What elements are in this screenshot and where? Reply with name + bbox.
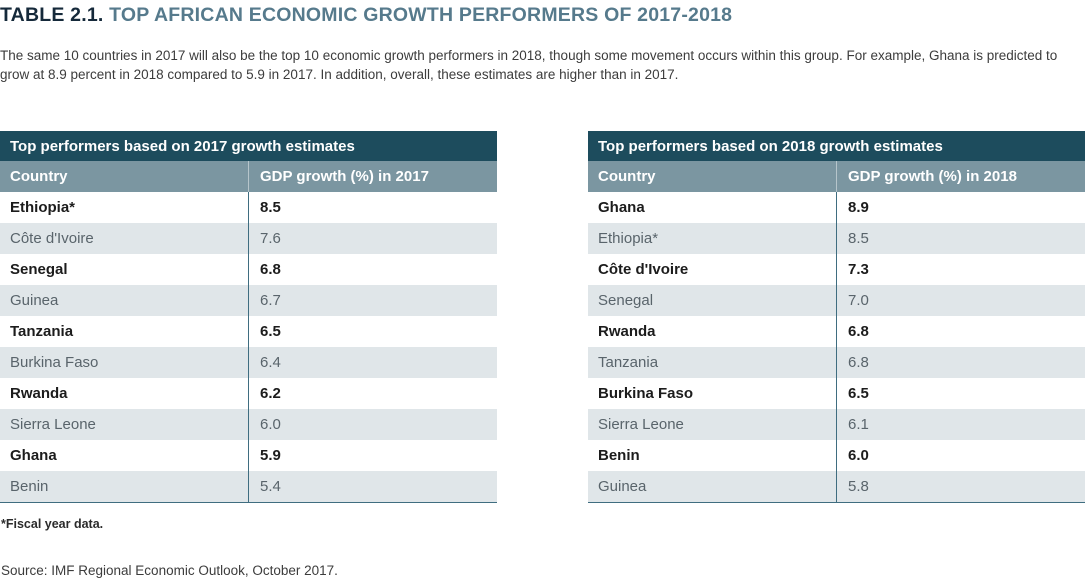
- table-title: TABLE 2.1. TOP AFRICAN ECONOMIC GROWTH P…: [0, 4, 732, 27]
- table-2018-body: Ghana 8.9 Ethiopia* 8.5 Côte d'Ivoire 7.3 Sene…: [588, 192, 1085, 503]
- table-row: Ethiopia* 8.5: [588, 223, 1085, 254]
- country-cell: Guinea: [598, 478, 647, 495]
- table-title-text: TOP AFRICAN ECONOMIC GROWTH PERFORMERS O…: [109, 4, 733, 26]
- country-cell: Senegal: [598, 292, 654, 309]
- gdp-value-cell: 8.5: [248, 192, 497, 223]
- fiscal-year-footnote: *Fiscal year data.: [1, 517, 104, 531]
- column-header-gdp-growth: GDP growth (%) in 2018: [836, 161, 1085, 192]
- gdp-value-cell: 6.0: [248, 409, 497, 440]
- table-row: Tanzania 6.8: [588, 347, 1085, 378]
- gdp-value-cell: 5.9: [248, 440, 497, 471]
- table-2018-header: Top performers based on 2018 growth esti…: [588, 131, 1085, 161]
- column-header-gdp-growth: GDP growth (%) in 2017: [248, 161, 497, 192]
- table-2018-column-headers: Country GDP growth (%) in 2018: [588, 161, 1085, 192]
- table-row: Senegal 6.8: [0, 254, 497, 285]
- gdp-value-cell: 7.3: [836, 254, 1085, 285]
- table-row: Côte d'Ivoire 7.3: [588, 254, 1085, 285]
- table-row: Tanzania 6.5: [0, 316, 497, 347]
- column-header-country: Country: [598, 168, 656, 185]
- table-2017-column-headers: Country GDP growth (%) in 2017: [0, 161, 497, 192]
- gdp-value-cell: 8.5: [836, 223, 1085, 254]
- gdp-value-cell: 5.4: [248, 471, 497, 502]
- country-cell: Sierra Leone: [598, 416, 684, 433]
- country-cell: Burkina Faso: [10, 354, 99, 371]
- country-cell: Ghana: [598, 199, 645, 216]
- country-cell: Ghana: [10, 447, 57, 464]
- column-header-country: Country: [10, 168, 68, 185]
- country-cell: Tanzania: [10, 323, 74, 340]
- gdp-value-cell: 6.0: [836, 440, 1085, 471]
- table-row: Burkina Faso 6.4: [0, 347, 497, 378]
- table-row: Benin 5.4: [0, 471, 497, 502]
- country-cell: Rwanda: [598, 323, 656, 340]
- gdp-value-cell: 7.0: [836, 285, 1085, 316]
- country-cell: Côte d'Ivoire: [10, 230, 94, 247]
- gdp-value-cell: 6.5: [836, 378, 1085, 409]
- table-row: Ghana 8.9: [588, 192, 1085, 223]
- table-row: Ghana 5.9: [0, 440, 497, 471]
- country-cell: Benin: [10, 478, 49, 495]
- table-2017-header: Top performers based on 2017 growth esti…: [0, 131, 497, 161]
- table-row: Sierra Leone 6.0: [0, 409, 497, 440]
- table-row: Burkina Faso 6.5: [588, 378, 1085, 409]
- gdp-value-cell: 6.8: [248, 254, 497, 285]
- gdp-value-cell: 6.8: [836, 316, 1085, 347]
- table-number-label: TABLE 2.1.: [0, 4, 104, 26]
- table-row: Côte d'Ivoire 7.6: [0, 223, 497, 254]
- gdp-value-cell: 7.6: [248, 223, 497, 254]
- gdp-value-cell: 6.5: [248, 316, 497, 347]
- country-cell: Benin: [598, 447, 640, 464]
- table-row: Rwanda 6.2: [0, 378, 497, 409]
- table-row: Guinea 6.7: [0, 285, 497, 316]
- table-row: Rwanda 6.8: [588, 316, 1085, 347]
- gdp-value-cell: 6.2: [248, 378, 497, 409]
- gdp-value-cell: 5.8: [836, 471, 1085, 502]
- gdp-value-cell: 6.1: [836, 409, 1085, 440]
- country-cell: Ethiopia*: [598, 230, 659, 247]
- table-row: Ethiopia* 8.5: [0, 192, 497, 223]
- country-cell: Burkina Faso: [598, 385, 694, 402]
- table-row: Benin 6.0: [588, 440, 1085, 471]
- table-2018: Top performers based on 2018 growth esti…: [588, 131, 1085, 503]
- country-cell: Ethiopia*: [10, 199, 76, 216]
- country-cell: Sierra Leone: [10, 416, 96, 433]
- table-2017: Top performers based on 2017 growth esti…: [0, 131, 497, 503]
- country-cell: Côte d'Ivoire: [598, 261, 689, 278]
- gdp-value-cell: 6.8: [836, 347, 1085, 378]
- table-row: Sierra Leone 6.1: [588, 409, 1085, 440]
- gdp-value-cell: 8.9: [836, 192, 1085, 223]
- source-citation: Source: IMF Regional Economic Outlook, O…: [1, 563, 338, 578]
- gdp-value-cell: 6.4: [248, 347, 497, 378]
- country-cell: Tanzania: [598, 354, 659, 371]
- tables-container: Top performers based on 2017 growth esti…: [0, 131, 1085, 503]
- country-cell: Senegal: [10, 261, 68, 278]
- table-2017-body: Ethiopia* 8.5 Côte d'Ivoire 7.6 Senegal 6.8 Gu…: [0, 192, 497, 503]
- table-row: Guinea 5.8: [588, 471, 1085, 502]
- country-cell: Rwanda: [10, 385, 68, 402]
- country-cell: Guinea: [10, 292, 59, 309]
- gdp-value-cell: 6.7: [248, 285, 497, 316]
- table-description: The same 10 countries in 2017 will also …: [0, 48, 1058, 82]
- table-row: Senegal 7.0: [588, 285, 1085, 316]
